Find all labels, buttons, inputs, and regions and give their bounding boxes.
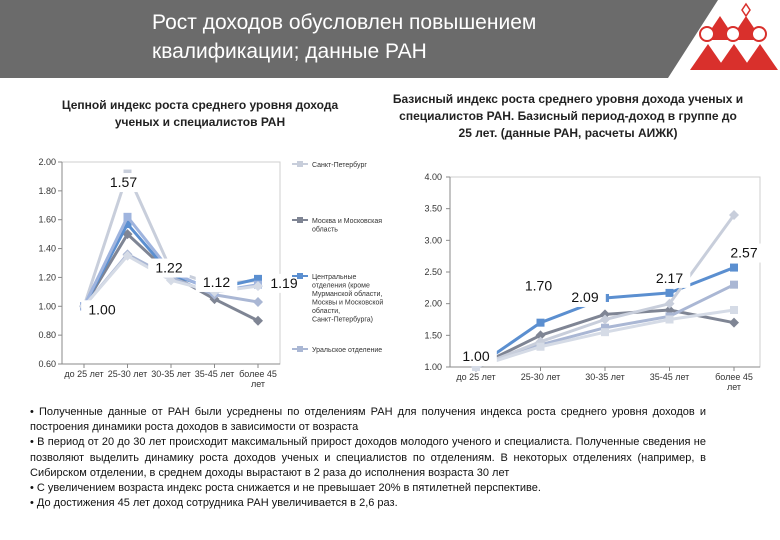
data-label-bg [455, 347, 497, 366]
y-tick-label: 1.50 [424, 330, 442, 340]
data-label: 1.00 [88, 301, 115, 317]
x-tick-label: 25-30 лет [521, 372, 561, 382]
data-label-bg [102, 173, 145, 193]
bullet-item: • До достижения 45 лет доход сотрудника … [30, 497, 398, 510]
x-tick-label: 30-35 лет [585, 372, 625, 382]
left-chart: 0.60 0.80 1.00 1.20 1.40 1.60 1.80 2.00 до 25 ле… [38, 157, 383, 389]
data-point [730, 280, 738, 289]
data-point [665, 288, 674, 297]
data-point [535, 330, 546, 341]
y-tick-label: 1.40 [38, 244, 56, 254]
data-label: 2.17 [656, 270, 683, 286]
data-label-bg [195, 272, 238, 292]
data-point [253, 296, 263, 307]
data-point [729, 210, 739, 220]
y-tick-label: 1.00 [38, 301, 56, 311]
y-tick-label: 0.60 [38, 359, 56, 369]
data-point [600, 309, 610, 320]
x-tick-label: более 45 лет [239, 369, 277, 389]
data-label: 2.09 [571, 289, 598, 305]
page-title: Рост доходов обусловлен повышением квали… [152, 11, 537, 63]
y-tick-label: 2.00 [424, 299, 442, 309]
data-label: 1.70 [525, 278, 552, 294]
data-label-bg [517, 276, 560, 296]
data-point [536, 318, 545, 327]
y-tick-label: 1.00 [424, 362, 442, 372]
right-chart: 1.00 1.50 2.00 2.50 3.00 3.50 4.00 до 25 лет 25-… [424, 172, 765, 392]
data-point [536, 342, 545, 351]
plot-area [449, 176, 761, 368]
legend-marker [297, 346, 303, 352]
bullet-item: • С увеличением возраста индекс роста сн… [30, 482, 541, 495]
data-label-bg [648, 268, 691, 288]
x-tick-label: 25-30 лет [108, 369, 148, 379]
logo-icon [668, 0, 780, 78]
y-tick-label: 0.80 [38, 330, 56, 340]
y-tick-label: 2.00 [38, 157, 56, 167]
data-label: 1.00 [462, 348, 489, 364]
bullet-item: • В период от 20 до 30 лет происходит ма… [30, 436, 706, 479]
data-label-bg [564, 287, 606, 307]
x-tick-label: 35-45 лет [650, 372, 690, 382]
y-tick-label: 1.20 [38, 272, 56, 282]
data-label: 2.57 [730, 245, 757, 261]
bullet-item: • Полученные данные от РАН были усреднен… [30, 406, 706, 434]
legend-marker [297, 217, 303, 223]
legend-marker [297, 273, 303, 279]
data-point [253, 281, 263, 292]
data-label: 1.57 [110, 174, 137, 190]
data-point [253, 315, 263, 326]
legend-entry: Москва и Московская область [312, 218, 382, 234]
data-point [472, 363, 480, 371]
data-point [123, 220, 132, 229]
data-point [601, 323, 609, 332]
data-point [729, 317, 739, 328]
data-point [730, 306, 738, 314]
data-point [122, 229, 133, 240]
x-tick-label: 35-45 лет [195, 369, 235, 379]
data-label: 1.22 [155, 260, 182, 276]
y-tick-label: 1.80 [38, 186, 56, 196]
x-tick-label: до 25 лет [456, 372, 495, 382]
data-label: 1.19 [270, 275, 297, 291]
left-chart-title: Цепной индекс роста среднего уровня дохо… [61, 98, 339, 129]
data-point [600, 314, 610, 325]
data-label-bg [81, 300, 123, 320]
y-tick-label: 3.00 [424, 235, 442, 245]
x-tick-label: до 25 лет [64, 369, 103, 379]
data-point [665, 315, 674, 324]
right-chart-title: Базисный индекс роста среднего уровня до… [392, 92, 744, 140]
data-label: 1.12 [203, 274, 230, 290]
data-point [123, 212, 132, 221]
y-tick-label: 1.60 [38, 215, 56, 225]
legend-marker [297, 161, 303, 167]
data-point [535, 336, 546, 347]
y-tick-label: 4.00 [424, 172, 442, 182]
y-tick-label: 2.50 [424, 267, 442, 277]
data-point [601, 328, 609, 337]
data-label-bg [723, 243, 765, 263]
data-label-bg [263, 273, 305, 293]
legend-entry: Уральское отделение [312, 347, 382, 354]
data-label-bg [148, 258, 190, 278]
bullet-list: • Полученные данные от РАН были усреднен… [30, 405, 706, 511]
data-point [254, 274, 262, 283]
legend-entry: Санкт-Петербург [312, 161, 367, 169]
x-tick-label: 30-35 лет [151, 369, 191, 379]
data-point [122, 250, 133, 261]
header-bar: Рост доходов обусловлен повышением квали… [0, 0, 780, 78]
y-tick-label: 3.50 [424, 204, 442, 214]
legend-entry: Центральные отделения (кроме Мурманской об… [312, 274, 383, 324]
data-point [166, 275, 176, 286]
x-tick-label: более 45 лет [715, 372, 753, 392]
data-point [730, 263, 738, 272]
data-point [664, 298, 675, 309]
